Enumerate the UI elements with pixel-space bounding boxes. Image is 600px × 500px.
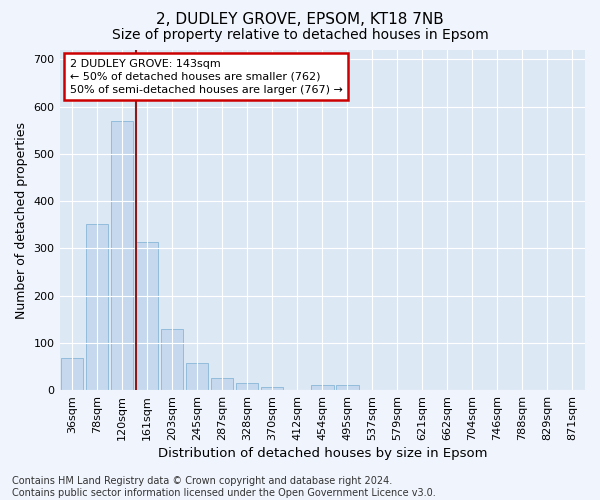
Bar bbox=[211, 378, 233, 390]
Bar bbox=[86, 224, 109, 390]
Bar bbox=[336, 386, 359, 390]
Bar bbox=[311, 386, 334, 390]
Bar bbox=[161, 328, 184, 390]
Bar bbox=[186, 363, 208, 390]
Text: 2 DUDLEY GROVE: 143sqm
← 50% of detached houses are smaller (762)
50% of semi-de: 2 DUDLEY GROVE: 143sqm ← 50% of detached… bbox=[70, 58, 343, 95]
X-axis label: Distribution of detached houses by size in Epsom: Distribution of detached houses by size … bbox=[158, 447, 487, 460]
Bar bbox=[236, 383, 259, 390]
Text: Contains HM Land Registry data © Crown copyright and database right 2024.
Contai: Contains HM Land Registry data © Crown c… bbox=[12, 476, 436, 498]
Bar bbox=[136, 242, 158, 390]
Text: Size of property relative to detached houses in Epsom: Size of property relative to detached ho… bbox=[112, 28, 488, 42]
Y-axis label: Number of detached properties: Number of detached properties bbox=[15, 122, 28, 318]
Bar bbox=[111, 121, 133, 390]
Bar bbox=[261, 387, 283, 390]
Bar bbox=[61, 358, 83, 390]
Text: 2, DUDLEY GROVE, EPSOM, KT18 7NB: 2, DUDLEY GROVE, EPSOM, KT18 7NB bbox=[156, 12, 444, 28]
